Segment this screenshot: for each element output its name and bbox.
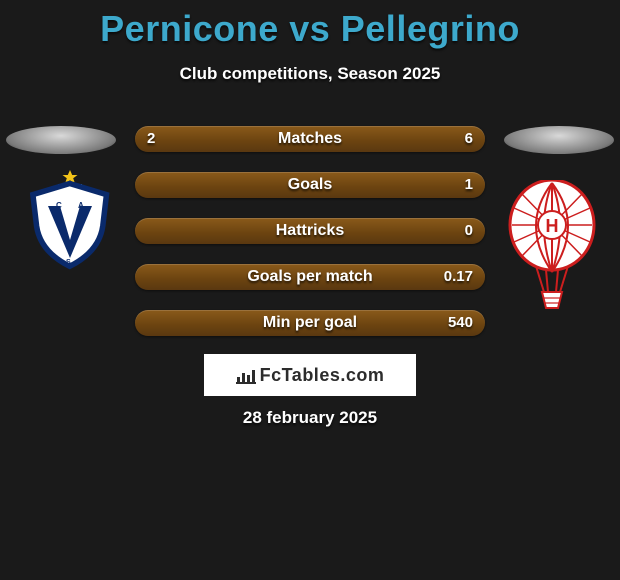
stat-label: Min per goal <box>135 310 485 336</box>
page-title: Pernicone vs Pellegrino <box>0 0 620 50</box>
svg-text:H: H <box>546 216 559 236</box>
stat-label: Goals per match <box>135 264 485 290</box>
watermark-badge: FcTables.com <box>204 354 416 396</box>
stat-row-goals: Goals 1 <box>135 172 485 198</box>
team-crest-right: H <box>502 180 602 315</box>
team-crest-left: C A S <box>20 170 120 270</box>
stat-label: Matches <box>135 126 485 152</box>
bar-chart-icon <box>236 368 256 384</box>
subtitle: Club competitions, Season 2025 <box>0 64 620 84</box>
stat-row-goals-per-match: Goals per match 0.17 <box>135 264 485 290</box>
stat-right-value: 0.17 <box>444 264 473 290</box>
stat-right-value: 6 <box>465 126 473 152</box>
watermark-text: FcTables.com <box>260 365 385 385</box>
stat-row-matches: 2 Matches 6 <box>135 126 485 152</box>
stat-right-value: 540 <box>448 310 473 336</box>
svg-text:C: C <box>56 201 62 210</box>
date-label: 28 february 2025 <box>0 408 620 428</box>
player-shadow-right <box>504 126 614 154</box>
stat-right-value: 1 <box>465 172 473 198</box>
comparison-card: { "title": "Pernicone vs Pellegrino", "s… <box>0 0 620 580</box>
stat-right-value: 0 <box>465 218 473 244</box>
player-shadow-left <box>6 126 116 154</box>
svg-text:A: A <box>78 201 84 210</box>
svg-text:S: S <box>66 259 71 266</box>
stat-row-hattricks: Hattricks 0 <box>135 218 485 244</box>
stats-table: 2 Matches 6 Goals 1 Hattricks 0 Goals pe… <box>135 126 485 356</box>
stat-label: Goals <box>135 172 485 198</box>
stat-label: Hattricks <box>135 218 485 244</box>
stat-row-min-per-goal: Min per goal 540 <box>135 310 485 336</box>
